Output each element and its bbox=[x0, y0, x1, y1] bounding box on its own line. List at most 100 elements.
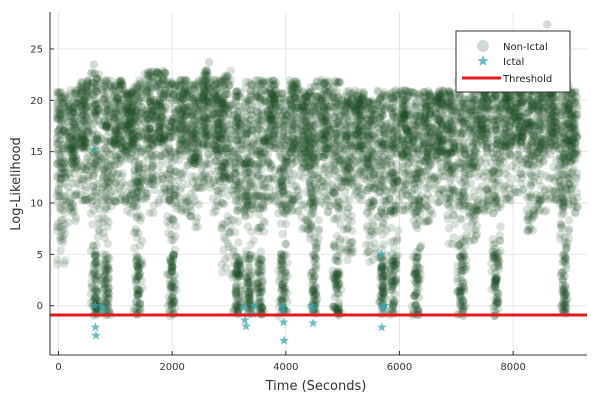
non-ictal-point bbox=[58, 154, 68, 163]
non-ictal-point bbox=[71, 113, 80, 122]
non-ictal-point bbox=[175, 77, 184, 86]
non-ictal-point bbox=[83, 166, 92, 175]
non-ictal-point bbox=[169, 235, 178, 245]
non-ictal-point bbox=[59, 110, 68, 119]
non-ictal-point bbox=[164, 170, 173, 179]
non-ictal-point bbox=[101, 283, 111, 293]
non-ictal-point bbox=[242, 94, 252, 104]
non-ictal-point bbox=[53, 115, 62, 124]
non-ictal-point bbox=[165, 270, 175, 279]
non-ictal-point bbox=[163, 160, 172, 169]
non-ictal-point bbox=[55, 162, 64, 171]
non-ictal-point bbox=[58, 115, 67, 125]
non-ictal-point bbox=[100, 276, 110, 286]
non-ictal-point bbox=[58, 235, 67, 244]
non-ictal-point bbox=[149, 208, 158, 218]
non-ictal-point bbox=[69, 114, 79, 123]
non-ictal-point bbox=[68, 141, 77, 151]
non-ictal-point bbox=[52, 172, 61, 181]
non-ictal-point bbox=[72, 188, 82, 198]
non-ictal-point bbox=[60, 180, 69, 189]
non-ictal-point bbox=[83, 81, 93, 90]
non-ictal-point bbox=[52, 191, 61, 200]
non-ictal-point bbox=[297, 154, 306, 163]
non-ictal-point bbox=[367, 131, 377, 140]
non-ictal-point bbox=[70, 97, 79, 106]
non-ictal-point bbox=[56, 174, 66, 183]
non-ictal-point bbox=[145, 124, 155, 133]
non-ictal-point bbox=[277, 294, 286, 303]
non-ictal-point bbox=[83, 87, 92, 96]
non-ictal-point bbox=[77, 82, 86, 92]
non-ictal-point bbox=[78, 130, 87, 139]
non-ictal-point bbox=[81, 138, 90, 147]
non-ictal-point bbox=[262, 77, 272, 86]
non-ictal-point bbox=[69, 108, 79, 118]
non-ictal-point bbox=[52, 87, 62, 97]
non-ictal-point bbox=[80, 145, 89, 154]
non-ictal-point bbox=[233, 185, 242, 194]
non-ictal-point bbox=[201, 69, 211, 78]
non-ictal-point bbox=[58, 197, 67, 206]
non-ictal-point bbox=[57, 116, 66, 126]
non-ictal-point bbox=[58, 231, 67, 241]
non-ictal-point bbox=[253, 125, 262, 134]
non-ictal-point bbox=[67, 112, 76, 121]
non-ictal-point bbox=[71, 135, 80, 144]
non-ictal-point bbox=[83, 79, 92, 88]
non-ictal-point bbox=[67, 129, 76, 138]
non-ictal-point bbox=[332, 283, 342, 293]
non-ictal-point bbox=[71, 157, 80, 166]
non-ictal-point bbox=[67, 108, 77, 117]
non-ictal-point bbox=[233, 153, 242, 162]
non-ictal-point bbox=[100, 256, 109, 265]
non-ictal-point bbox=[332, 232, 342, 241]
non-ictal-point bbox=[310, 273, 320, 282]
non-ictal-point bbox=[103, 95, 112, 104]
non-ictal-point bbox=[64, 133, 74, 142]
non-ictal-point bbox=[59, 163, 68, 172]
non-ictal-point bbox=[64, 140, 73, 149]
non-ictal-point bbox=[52, 114, 61, 123]
non-ictal-point bbox=[278, 229, 287, 239]
non-ictal-point bbox=[100, 195, 110, 204]
non-ictal-point bbox=[81, 102, 90, 112]
non-ictal-point bbox=[187, 154, 196, 164]
non-ictal-point bbox=[69, 169, 79, 178]
non-ictal-point bbox=[111, 81, 120, 90]
non-ictal-point bbox=[219, 110, 228, 119]
non-ictal-point bbox=[70, 88, 79, 98]
non-ictal-point bbox=[110, 131, 119, 141]
non-ictal-point bbox=[91, 86, 100, 96]
non-ictal-point bbox=[64, 101, 74, 111]
non-ictal-point bbox=[58, 105, 67, 114]
non-ictal-point bbox=[55, 192, 64, 201]
non-ictal-point bbox=[68, 105, 78, 114]
non-ictal-point bbox=[55, 105, 65, 115]
non-ictal-point bbox=[71, 158, 80, 167]
non-ictal-point bbox=[91, 251, 100, 260]
non-ictal-point bbox=[365, 257, 374, 267]
non-ictal-point bbox=[54, 88, 63, 98]
non-ictal-point bbox=[68, 199, 78, 209]
non-ictal-point bbox=[77, 136, 86, 145]
non-ictal-point bbox=[65, 93, 74, 102]
non-ictal-point bbox=[235, 272, 244, 281]
non-ictal-point bbox=[59, 172, 68, 182]
non-ictal-point bbox=[133, 253, 142, 262]
non-ictal-point bbox=[319, 187, 328, 196]
non-ictal-point bbox=[103, 239, 113, 248]
non-ictal-point bbox=[277, 265, 286, 275]
non-ictal-point bbox=[65, 143, 75, 153]
non-ictal-point bbox=[80, 116, 89, 125]
non-ictal-point bbox=[76, 142, 85, 151]
non-ictal-point bbox=[200, 139, 209, 149]
non-ictal-point bbox=[73, 107, 82, 117]
non-ictal-point bbox=[78, 110, 88, 120]
non-ictal-point bbox=[61, 100, 70, 109]
non-ictal-point bbox=[65, 139, 74, 149]
non-ictal-point bbox=[69, 119, 78, 128]
non-ictal-point bbox=[53, 255, 62, 264]
non-ictal-point bbox=[54, 185, 63, 194]
non-ictal-point bbox=[59, 125, 68, 134]
